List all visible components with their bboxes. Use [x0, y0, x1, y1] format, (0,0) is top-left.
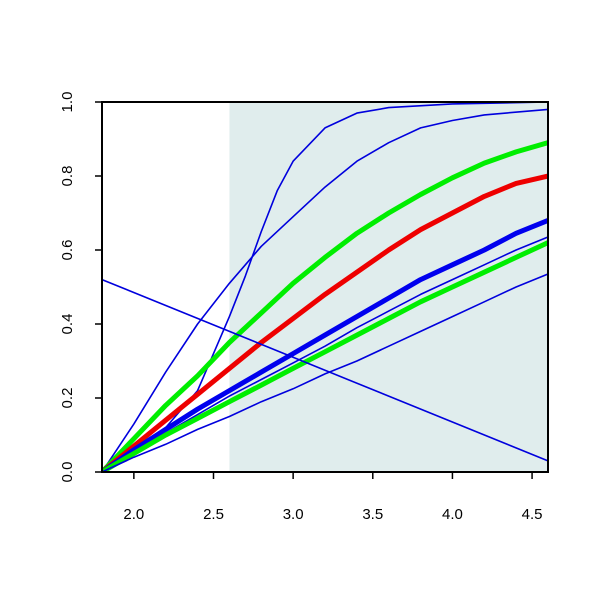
y-tick-label: 0.4 — [59, 314, 76, 335]
y-tick-label: 0.8 — [59, 166, 76, 187]
x-tick-label: 2.0 — [123, 506, 144, 523]
x-tick-label: 4.0 — [442, 506, 463, 523]
series-line-3 — [102, 140, 548, 472]
x-tick-label: 4.5 — [522, 506, 543, 523]
x-axis: 2.0 2.5 3.0 3.5 4.0 4.5 — [123, 472, 543, 523]
plot-frame — [101, 101, 549, 473]
series-line-8 — [102, 273, 548, 472]
series-line-4 — [102, 173, 548, 472]
shaded-region — [229, 102, 548, 472]
series-line-7 — [102, 240, 548, 472]
y-axis: 0.0 0.2 0.4 0.6 0.8 1.0 — [59, 92, 102, 483]
series-line-2 — [102, 108, 548, 472]
series-layer — [102, 102, 548, 472]
y-tick-label: 1.0 — [59, 92, 76, 113]
y-tick-label: 0.6 — [59, 240, 76, 261]
x-tick-label: 3.0 — [283, 506, 304, 523]
series-line-5 — [102, 217, 548, 472]
y-tick-label: 0.0 — [59, 462, 76, 483]
x-tick-label: 2.5 — [203, 506, 224, 523]
x-tick-label: 3.5 — [362, 506, 383, 523]
series-line-1 — [102, 102, 548, 472]
series-line-9 — [102, 278, 548, 462]
y-tick-label: 0.2 — [59, 388, 76, 409]
